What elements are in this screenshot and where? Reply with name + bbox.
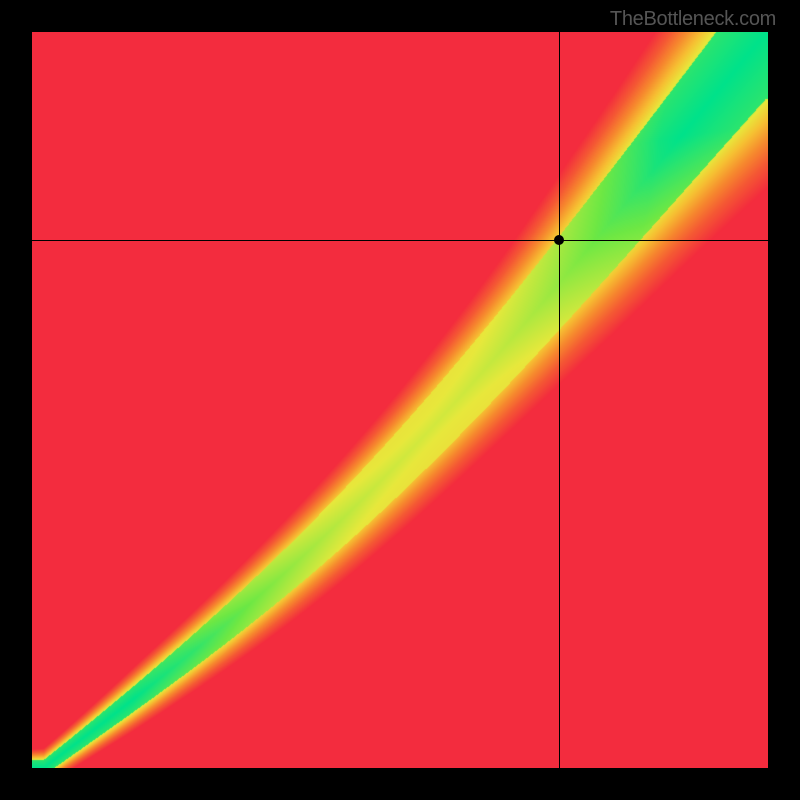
heatmap-plot-area [32,32,768,768]
chart-container: TheBottleneck.com [0,0,800,800]
crosshair-marker [554,235,564,245]
heatmap-canvas [32,32,768,768]
crosshair-vertical [559,32,560,768]
crosshair-horizontal [32,240,768,241]
watermark-text: TheBottleneck.com [610,8,776,31]
